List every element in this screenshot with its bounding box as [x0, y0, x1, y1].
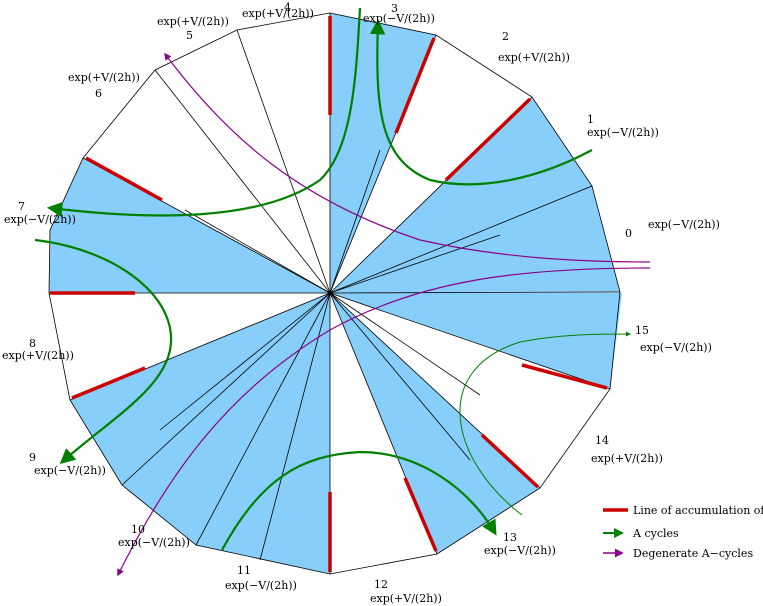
a-cycle-3-1: [369, 18, 593, 186]
sector-index-3: 3: [391, 2, 398, 15]
sector-index-2: 2: [502, 30, 509, 43]
sector-shade-13: [330, 293, 540, 554]
zero-line-9: [71, 366, 146, 400]
sector-index-14: 14: [595, 434, 609, 447]
zero-line-13: [403, 477, 438, 552]
sector-label-10: exp(−V/(2h)): [118, 536, 190, 549]
sector-index-15: 15: [635, 324, 649, 337]
a-cycle-11-13: [221, 450, 497, 551]
sector-label-8: exp(+V/(2h)): [2, 349, 74, 362]
zero-line-15: [521, 363, 608, 390]
sector-index-12: 12: [374, 578, 388, 591]
sector-index-6: 6: [95, 87, 102, 100]
a-cycle-7-4: [46, 7, 362, 218]
sector-index-5: 5: [186, 29, 193, 42]
zero-accumulation-lines: [50, 16, 608, 572]
legend: Line of accumulation of zeroes A cycles …: [603, 504, 763, 560]
sector-shade-3: [330, 13, 436, 293]
sector-index-7: 7: [18, 200, 25, 213]
legend-zeroes-label: Line of accumulation of zeroes: [633, 504, 763, 517]
sector-index-10: 10: [131, 523, 145, 536]
a-cycle-thin-15-14: [459, 331, 631, 516]
degenerate-cycle-lower: [117, 267, 651, 577]
zero-line-14: [480, 433, 540, 489]
sector-label-12: exp(+V/(2h)): [370, 592, 442, 605]
sector-shade-9-11: [70, 293, 330, 574]
sector-label-0: exp(−V/(2h)): [648, 218, 720, 231]
shaded-sectors: [49, 13, 622, 574]
zero-line-2: [444, 97, 532, 182]
outer-polygon: [48, 12, 621, 575]
sector-label-14: exp(+V/(2h)): [591, 452, 663, 465]
sector-shade-15: [330, 293, 622, 389]
degenerate-cycle-upper: [164, 52, 651, 263]
sector-label-9: exp(−V/(2h)): [34, 464, 106, 477]
sector-label-13: exp(−V/(2h)): [484, 544, 556, 557]
a-cycles: [34, 7, 593, 551]
sector-label-11: exp(−V/(2h)): [225, 579, 297, 592]
legend-degenerate-label: Degenerate A−cycles: [633, 547, 753, 560]
sector-index-11: 11: [237, 564, 251, 577]
sector-label-6: exp(+V/(2h)): [68, 71, 140, 84]
sector-label-2: exp(+V/(2h)): [498, 51, 570, 64]
sector-index-9: 9: [29, 451, 36, 464]
zero-line-3b: [394, 37, 436, 134]
sector-index-8: 8: [29, 337, 36, 350]
sector-shade-0-1: [330, 97, 620, 293]
sector-label-4: exp(+V/(2h)): [242, 7, 314, 20]
sector-label-15: exp(−V/(2h)): [640, 341, 712, 354]
zero-line-7: [85, 156, 163, 202]
sector-label-3: exp(−V/(2h)): [363, 12, 435, 25]
sector-label-5: exp(+V/(2h)): [157, 15, 229, 28]
sector-label-7: exp(−V/(2h)): [4, 213, 76, 226]
sector-label-1: exp(−V/(2h)): [587, 126, 659, 139]
sector-labels: 0 exp(−V/(2h)) 1 exp(−V/(2h)) 2 exp(+V/(…: [2, 1, 720, 605]
sector-index-13: 13: [503, 531, 517, 544]
sector-index-1: 1: [587, 113, 594, 126]
legend-a-cycles-label: A cycles: [632, 527, 679, 540]
degenerate-a-cycles: [117, 52, 651, 577]
sector-index-4: 4: [284, 1, 291, 14]
sector-shade-7: [49, 158, 330, 293]
a-cycle-9-8: [34, 238, 173, 465]
sector-index-0: 0: [625, 227, 632, 240]
